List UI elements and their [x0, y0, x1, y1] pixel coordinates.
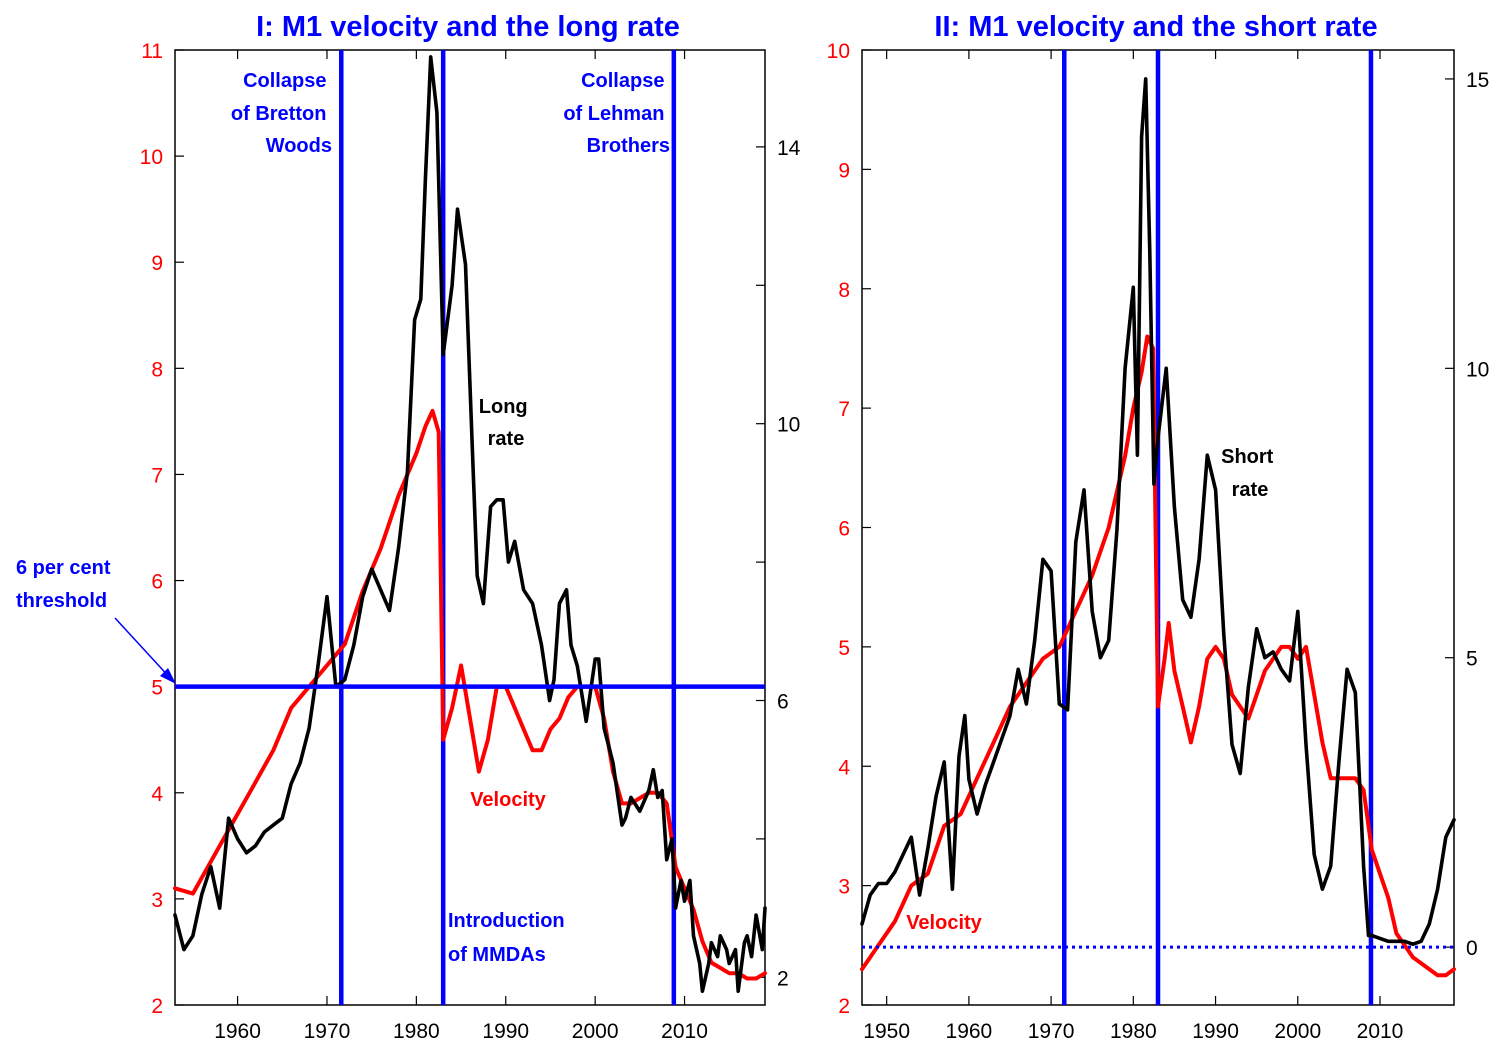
- label-short-rate: Short rate: [1221, 446, 1279, 501]
- panel-2-rate-line: [860, 77, 1456, 947]
- panel-1-right-tick-label: 10: [777, 414, 800, 437]
- annotation-lehman-brothers: Collapse of Lehman Brothers: [563, 70, 670, 157]
- panel-1-left-tick-label: 6: [151, 571, 163, 594]
- panel-1-left-tick-label: 3: [151, 889, 163, 912]
- panel-long-rate: I: M1 velocity and the long rate 1960 197…: [16, 11, 801, 1043]
- panel-2-right-tick-label: 15: [1466, 69, 1489, 92]
- threshold-arrowhead: [160, 668, 176, 684]
- annotation-mmdas: Introduction of MMDAs: [448, 910, 570, 966]
- panel-1-rate-line: [173, 55, 767, 994]
- panel-2-left-tick-label: 6: [838, 518, 850, 541]
- panel-1-left-tick-label: 2: [151, 995, 163, 1018]
- panel-2-left-tick-label: 5: [838, 637, 850, 660]
- panel-2-left-tick-label: 2: [838, 995, 850, 1018]
- panel-1-left-tick-label: 9: [151, 252, 163, 275]
- panel-2-x-tick-label: 1970: [1028, 1020, 1075, 1043]
- panel-2-right-tick-label: 10: [1466, 358, 1489, 381]
- panel-2-x-tick-label: 2010: [1357, 1020, 1404, 1043]
- label-long-rate: Long rate: [479, 396, 533, 450]
- panel-1-x-tick-label: 1970: [304, 1020, 351, 1043]
- panel-2-x-tick-label: 1960: [946, 1020, 993, 1043]
- panel-2-left-tick-label: 7: [838, 398, 850, 421]
- panel-2-title: II: M1 velocity and the short rate: [934, 11, 1377, 43]
- panel-2-left-tick-label: 4: [838, 756, 850, 779]
- panel-1-x-tick-label: 1980: [393, 1020, 440, 1043]
- panel-1-left-tick-label: 8: [151, 358, 163, 381]
- panel-2-right-tick-label: 5: [1466, 648, 1478, 671]
- panel-2-x-tick-label: 1990: [1192, 1020, 1239, 1043]
- panel-1-x-tick-label: 1990: [482, 1020, 529, 1043]
- panel-2-left-tick-label: 9: [838, 159, 850, 182]
- panel-2-left-tick-label: 3: [838, 876, 850, 899]
- panel-2-right-tick-label: 0: [1466, 937, 1478, 960]
- panel-1-title: I: M1 velocity and the long rate: [256, 11, 680, 43]
- panel-1-left-tick-label: 7: [151, 464, 163, 487]
- panel-1-left-tick-label: 11: [141, 40, 163, 63]
- panel-2-velocity-line: [860, 334, 1456, 978]
- panel-2-x-tick-label: 2000: [1274, 1020, 1321, 1043]
- panel-1-x-tick-label: 2010: [661, 1020, 708, 1043]
- label-velocity-1: Velocity: [470, 789, 546, 811]
- panel-1-left-tick-label: 4: [151, 783, 163, 806]
- panel-1-x-tick-label: 1960: [214, 1020, 261, 1043]
- panel-1-right-tick-label: 6: [777, 691, 789, 714]
- panel-2-x-tick-label: 1950: [863, 1020, 910, 1043]
- panel-1-x-tick-label: 2000: [572, 1020, 619, 1043]
- label-velocity-2: Velocity: [906, 912, 982, 934]
- panel-1-frame: [174, 49, 766, 1006]
- panel-1-left-tick-label: 5: [151, 677, 163, 700]
- panel-1-right-tick-label: 14: [777, 137, 801, 160]
- panel-short-rate: II: M1 velocity and the short rate 1950 1…: [827, 11, 1490, 1043]
- panel-2-left-tick-label: 10: [827, 40, 850, 63]
- panel-1-left-tick-label: 10: [140, 146, 163, 169]
- panel-1-right-tick-label: 2: [777, 967, 789, 990]
- annotation-threshold: 6 per cent threshold: [16, 557, 116, 612]
- annotation-bretton-woods: Collapse of Bretton Woods: [231, 70, 332, 157]
- panel-2-left-tick-label: 8: [838, 279, 850, 302]
- panel-2-x-tick-label: 1980: [1110, 1020, 1157, 1043]
- threshold-arrow: [114, 617, 173, 681]
